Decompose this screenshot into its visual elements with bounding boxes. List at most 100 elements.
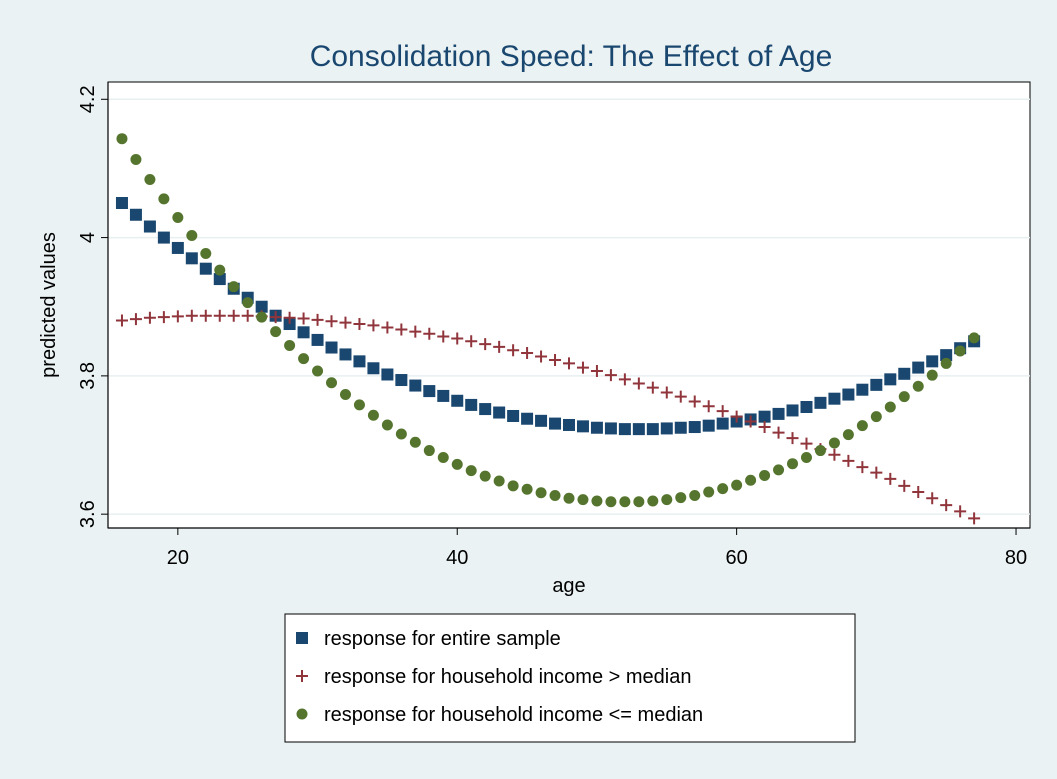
data-point <box>675 492 687 504</box>
ticks: 3.6 3.8 4 4.2 20 40 60 80 <box>77 85 1027 569</box>
data-point <box>926 355 939 368</box>
data-point <box>842 454 855 467</box>
data-point <box>479 470 491 482</box>
data-point <box>115 197 128 210</box>
data-point <box>940 349 953 362</box>
data-point <box>423 327 436 340</box>
data-point <box>800 400 813 413</box>
series-1 <box>115 197 981 436</box>
data-point <box>674 390 687 403</box>
data-point <box>339 316 352 329</box>
data-point <box>787 458 799 470</box>
data-point <box>199 262 212 275</box>
data-point <box>954 345 966 357</box>
data-point <box>423 385 436 398</box>
data-point <box>200 247 212 259</box>
data-point <box>828 437 840 449</box>
data-point <box>632 423 645 436</box>
data-point <box>870 466 883 479</box>
chart-title: Consolidation Speed: The Effect of Age <box>310 40 833 73</box>
data-point <box>632 377 645 390</box>
data-point <box>912 486 925 499</box>
legend-items: response for entire sample response for h… <box>296 628 703 726</box>
data-point <box>269 311 282 324</box>
data-point <box>339 389 351 401</box>
data-point <box>367 362 380 375</box>
data-point <box>842 388 855 401</box>
data-point <box>646 381 659 394</box>
legend-label: response for household income <= median <box>324 704 703 726</box>
data-point <box>493 406 506 419</box>
data-point <box>590 365 603 378</box>
y-tick-label: 3.6 <box>77 500 99 528</box>
data-point <box>856 420 868 432</box>
data-point <box>856 461 869 474</box>
data-point <box>772 407 785 420</box>
y-axis-title: predicted values <box>38 232 60 378</box>
data-point <box>311 333 324 346</box>
x-tick-label: 20 <box>167 547 189 569</box>
data-point <box>730 410 743 423</box>
data-point <box>521 483 533 495</box>
data-point <box>298 353 310 365</box>
data-point <box>284 339 296 351</box>
data-point <box>786 432 799 445</box>
data-point <box>395 374 408 387</box>
data-point <box>576 361 589 374</box>
data-point <box>297 326 310 339</box>
data-point <box>604 369 617 382</box>
data-point <box>674 421 687 434</box>
data-point <box>256 311 268 323</box>
data-point <box>968 332 980 344</box>
data-point <box>270 326 282 338</box>
data-point <box>465 465 477 477</box>
data-point <box>185 252 198 265</box>
data-point <box>227 309 240 322</box>
data-point <box>381 368 394 381</box>
data-point <box>716 405 729 418</box>
data-point <box>577 494 589 506</box>
data-points <box>115 133 981 525</box>
legend-label: response for entire sample <box>324 628 561 650</box>
data-point <box>479 403 492 416</box>
data-point <box>409 325 422 338</box>
data-point <box>688 395 701 408</box>
data-point <box>283 318 296 331</box>
data-point <box>954 505 967 518</box>
data-point <box>549 417 562 430</box>
data-point <box>758 410 771 423</box>
data-point <box>186 230 198 242</box>
data-point <box>214 264 226 276</box>
data-point <box>185 309 198 322</box>
data-point <box>549 353 562 366</box>
data-point <box>716 417 729 430</box>
data-point <box>465 398 478 411</box>
data-point <box>507 409 520 422</box>
data-point <box>563 492 575 504</box>
data-point <box>129 208 142 221</box>
data-point <box>912 380 924 392</box>
series-2 <box>115 309 981 525</box>
data-point <box>912 361 925 374</box>
data-point <box>213 273 226 286</box>
data-point <box>591 495 603 507</box>
x-tick-label: 40 <box>446 547 468 569</box>
data-point <box>325 315 338 328</box>
data-point <box>157 311 170 324</box>
data-point <box>898 367 911 380</box>
axes <box>107 82 1030 529</box>
x-tick-label: 60 <box>726 547 748 569</box>
legend-marker <box>296 670 308 682</box>
data-point <box>968 512 981 525</box>
data-point <box>549 490 561 502</box>
data-point <box>325 341 338 354</box>
data-point <box>465 335 478 348</box>
data-point <box>745 474 757 486</box>
legend-marker <box>296 632 308 644</box>
data-point <box>423 445 435 457</box>
data-point <box>619 496 631 508</box>
data-point <box>228 281 240 293</box>
data-point <box>171 241 184 254</box>
